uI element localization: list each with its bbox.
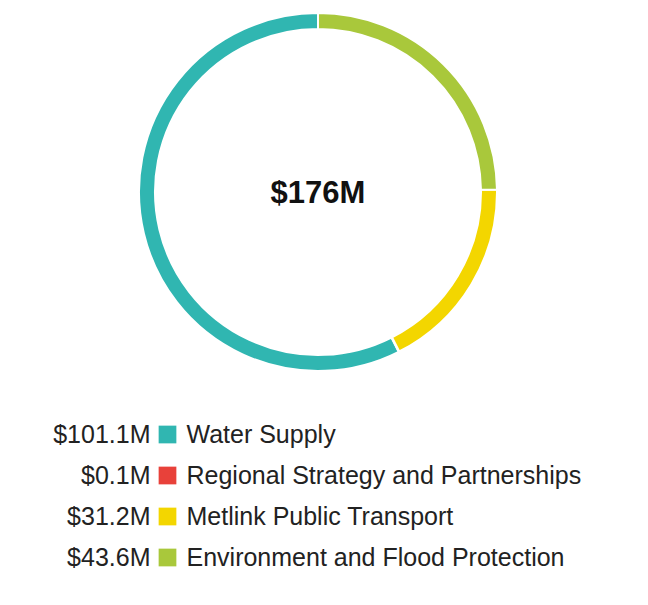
svg-text:$0.1M: $0.1M	[81, 461, 150, 489]
svg-text:$31.2M: $31.2M	[67, 502, 150, 530]
svg-text:$43.6M: $43.6M	[67, 543, 150, 571]
svg-text:Environment and Flood Protecti: Environment and Flood Protection	[187, 543, 565, 571]
svg-text:Metlink Public Transport: Metlink Public Transport	[187, 502, 454, 530]
svg-text:Regional Strategy and Partners: Regional Strategy and Partnerships	[187, 461, 582, 489]
svg-text:$101.1M: $101.1M	[53, 420, 150, 448]
svg-text:Water Supply: Water Supply	[187, 420, 337, 448]
svg-text:$176M: $176M	[271, 175, 366, 210]
